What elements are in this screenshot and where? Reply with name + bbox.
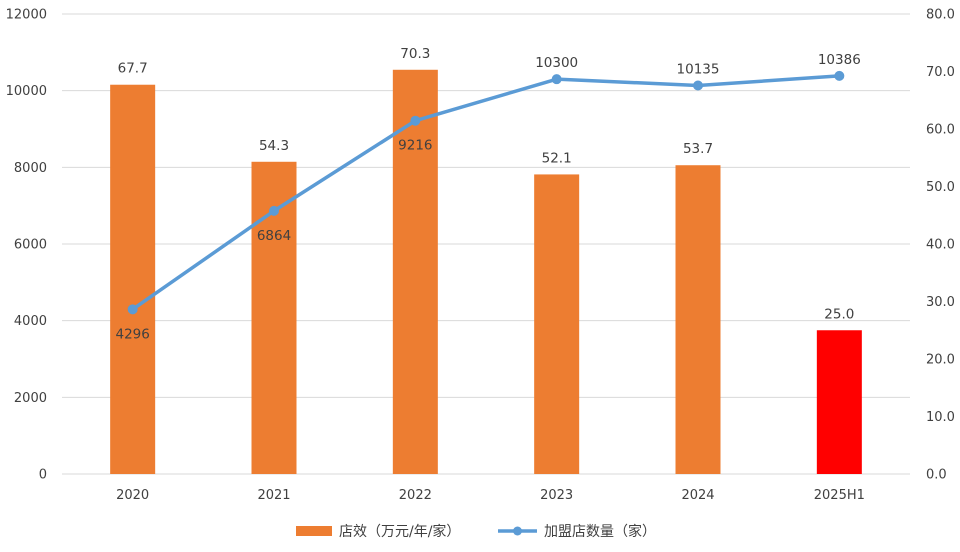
y-right-tick-label: 10.0 [926, 410, 955, 425]
bar [816, 330, 862, 474]
line-point [551, 74, 562, 85]
bar-data-label: 67.7 [118, 61, 148, 77]
line-data-label: 10300 [535, 55, 578, 71]
y-right-tick-label: 20.0 [926, 353, 955, 368]
bar-data-label: 70.3 [400, 46, 430, 62]
y-left-tick-label: 12000 [6, 8, 47, 23]
y-left-tick-label: 6000 [14, 238, 47, 253]
y-left-tick-label: 4000 [14, 314, 47, 329]
y-right-tick-label: 50.0 [926, 180, 955, 195]
line-data-label: 9216 [398, 138, 432, 154]
line-data-label: 4296 [115, 326, 149, 342]
line-point [693, 80, 703, 91]
line-point [834, 70, 845, 81]
y-right-tick-label: 60.0 [926, 123, 955, 138]
legend-swatch-marker [513, 526, 522, 536]
line-point [127, 304, 138, 315]
bar [534, 174, 580, 475]
line-point [410, 115, 421, 126]
x-tick-label: 2025H1 [814, 488, 865, 503]
bar-data-label: 54.3 [259, 138, 289, 154]
y-right-tick-label: 0.0 [926, 468, 947, 483]
y-right-tick-label: 40.0 [926, 238, 955, 253]
y-right-tick-label: 30.0 [926, 295, 955, 310]
bar-data-label: 52.1 [542, 150, 572, 166]
x-tick-label: 2020 [116, 488, 149, 503]
y-left-tick-label: 0 [39, 468, 47, 483]
legend-label: 店效（万元/年/家） [339, 523, 460, 540]
y-left-tick-label: 8000 [14, 161, 47, 176]
legend-label: 加盟店数量（家） [544, 523, 656, 540]
x-tick-label: 2023 [540, 488, 573, 503]
line-data-label: 6864 [257, 228, 291, 244]
y-left-tick-label: 2000 [14, 391, 47, 406]
y-right-tick-label: 70.0 [926, 65, 955, 80]
line-series [130, 74, 842, 312]
legend-swatch-bar [296, 526, 332, 536]
bar [110, 84, 156, 474]
bar [392, 69, 438, 475]
x-tick-label: 2022 [399, 488, 432, 503]
line-data-label: 10386 [818, 52, 861, 68]
bar-data-label: 53.7 [683, 141, 713, 157]
line-point [269, 205, 279, 216]
x-tick-label: 2024 [681, 488, 714, 503]
line-data-label: 10135 [677, 61, 720, 77]
y-right-tick-label: 80.0 [926, 8, 955, 23]
x-tick-label: 2021 [257, 488, 290, 503]
bar [675, 165, 721, 474]
y-left-tick-label: 10000 [6, 84, 47, 99]
bar-data-label: 25.0 [824, 306, 854, 322]
